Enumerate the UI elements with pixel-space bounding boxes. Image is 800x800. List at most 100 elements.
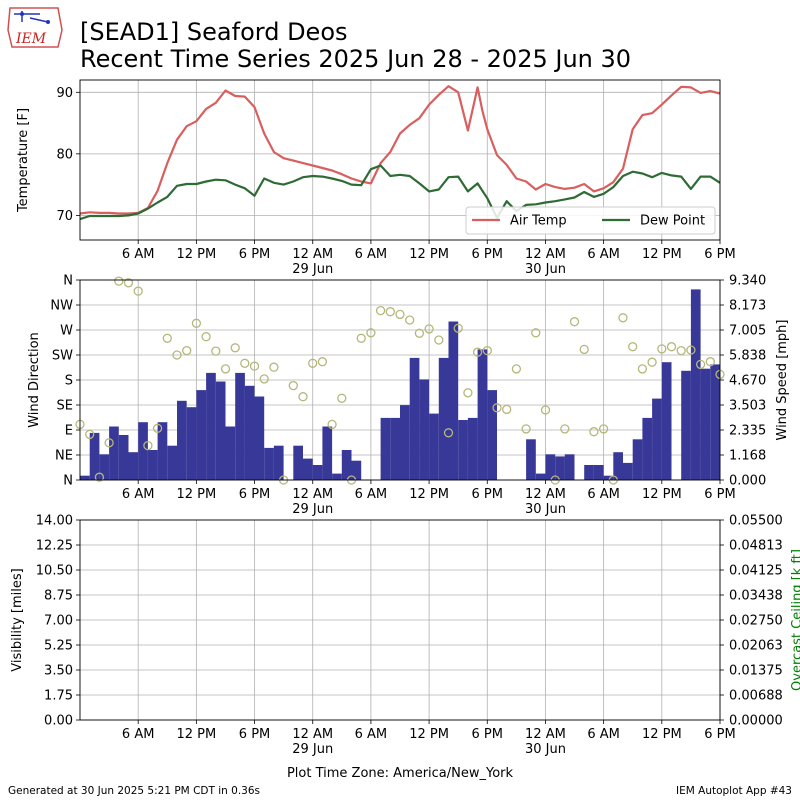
x-tick-label: 12 AM [292,727,333,742]
wind-direction-point [259,374,269,384]
speed-tick-label: 1.168 [729,449,766,464]
wind-direction-point [143,440,153,451]
speed-tick-label: 7.005 [729,324,766,339]
wind-direction-point [240,358,250,368]
page-title: [SEAD1] Seaford Deos [80,18,348,46]
visibility-tick-label: 10.50 [36,564,73,579]
wind-direction-point [152,423,163,433]
wind-speed-bar [215,381,226,480]
wind-speed-bar [642,417,653,480]
speed-tick-label: 3.503 [729,399,766,414]
x-tick-label: 12 PM [176,727,216,742]
wind-speed-bar [438,357,449,480]
wind-direction-point [211,346,221,356]
wind-direction-point [327,419,337,430]
wind-direction-point [502,404,512,415]
wind-direction-point [434,335,444,345]
wind-direction-point [482,345,492,356]
wind-direction-point [637,364,648,374]
x-tick-label: 6 AM [122,487,155,502]
x-tick-label: 6 AM [587,247,620,262]
wind-speed-bar [351,460,362,480]
x-date-label: 30 Jun [525,502,566,517]
timezone-label: Plot Time Zone: America/New_York [287,766,514,781]
wind-direction-point [628,342,638,352]
wind-speed-bar [535,473,546,480]
x-tick-label: 6 PM [704,727,735,742]
speed-tick-label: 4.670 [729,374,766,389]
wind-speed-bar [225,426,236,480]
x-date-label: 29 Jun [292,742,333,757]
plot-frame [79,279,721,481]
wind-direction-point [657,344,667,354]
wind-direction-point [308,358,318,368]
wind-direction-point [405,315,415,325]
wind-speed-bar [593,465,604,480]
visibility-tick-label: 8.75 [44,589,73,604]
wind-speed-bar [613,452,623,480]
wind-direction-point [666,342,677,352]
direction-tick-label: N [63,474,73,489]
direction-tick-label: NE [55,449,73,464]
wind-speed-bar [467,417,478,480]
x-tick-label: 6 PM [239,727,270,742]
wind-speed-bar [652,398,662,480]
wind-direction-point [123,278,134,288]
wind-speed-bar [419,379,430,480]
x-tick-label: 12 AM [292,487,333,502]
wind-speed-bar [206,372,216,480]
wind-speed-bar [264,447,274,480]
wind-speed-bar [564,454,575,480]
y-tick-label: 70 [56,209,73,224]
visibility-tick-label: 14.00 [36,514,73,529]
x-tick-label: 6 PM [704,487,735,502]
ceiling-tick-label: 0.02750 [729,614,783,629]
wind-direction-point [424,324,434,334]
logo-text: IEM [15,31,47,47]
wind-direction-point [705,357,715,367]
wind-direction-point [104,438,114,448]
wind-direction-point [695,359,706,370]
wind-speed-bar [273,445,284,480]
wind-speed-bar [477,349,488,480]
wind-direction-point [598,424,609,434]
x-tick-label: 6 AM [355,487,388,502]
air-temp-line [79,85,721,215]
direction-tick-label: W [60,324,73,339]
wind-direction-point [172,350,182,360]
wind-speed-bar [632,439,643,480]
x-tick-label: 12 AM [292,247,333,262]
x-tick-label: 6 AM [122,247,155,262]
ceiling-tick-label: 0.00000 [729,714,783,729]
x-tick-label: 6 AM [587,487,620,502]
wind-direction-point [375,305,386,316]
wind-speed-bar [118,435,129,480]
wind-direction-point [414,328,425,338]
wind-speed-bar [322,426,333,480]
plot-frame [79,519,721,721]
wind-speed-bar [89,432,100,480]
wind-speed-bar [526,439,536,480]
legend-box [465,206,716,235]
wind-direction-point [463,388,473,398]
x-tick-label: 6 AM [587,727,620,742]
visibility-tick-label: 12.25 [36,539,73,554]
wind-direction-point [85,429,95,440]
wind-direction-point [94,472,105,482]
x-tick-label: 12 PM [642,487,682,502]
wind-direction-point [560,424,570,434]
page-subtitle: Recent Time Series 2025 Jun 28 - 2025 Ju… [80,45,631,73]
x-date-label: 30 Jun [525,742,566,757]
direction-tick-label: SW [52,349,73,364]
wind-speed-bar [235,372,245,480]
x-tick-label: 12 PM [409,727,449,742]
wind-direction-point [686,345,696,355]
wind-speed-bar [138,422,148,480]
wind-direction-point [492,403,502,413]
wind-direction-point [540,405,551,415]
wind-speed-bar [312,465,323,480]
wind-speed-bar [700,368,711,480]
direction-tick-label: SE [57,399,73,414]
wind-speed-bar [661,362,672,480]
